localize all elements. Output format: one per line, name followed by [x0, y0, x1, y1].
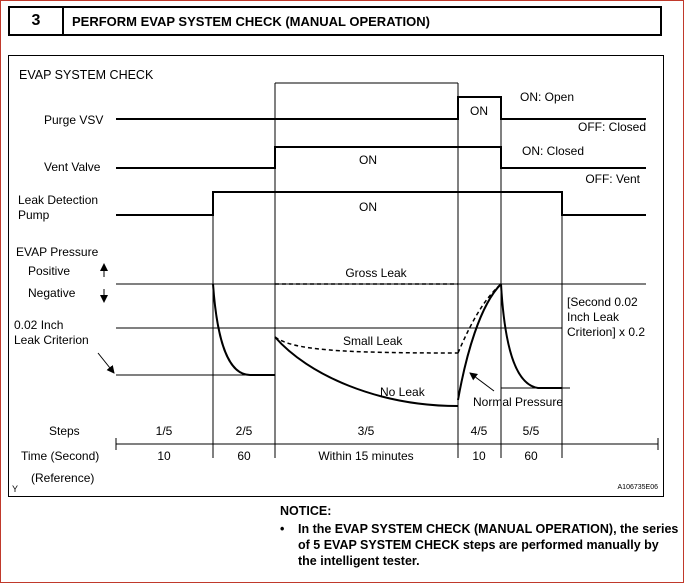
pump-on-label: ON: [359, 200, 377, 214]
notice-item: • In the EVAP SYSTEM CHECK (MANUAL OPERA…: [280, 521, 680, 569]
step2-pressure-curve: [212, 283, 275, 376]
step-title: PERFORM EVAP SYSTEM CHECK (MANUAL OPERAT…: [72, 13, 431, 29]
purge-vsv-label: Purge VSV: [44, 113, 103, 127]
purge-off-desc: OFF: Closed: [578, 120, 646, 134]
step-label-4: 4/5: [471, 424, 488, 438]
vent-valve-label: Vent Valve: [44, 160, 101, 174]
time-label-4: 10: [472, 449, 486, 463]
vent-off-desc: OFF: Vent: [585, 172, 640, 186]
normal-pressure-curve: [457, 283, 502, 401]
purge-vsv-waveform: [116, 96, 646, 120]
diagram-title: EVAP SYSTEM CHECK: [19, 68, 154, 82]
step-label-5: 5/5: [523, 424, 540, 438]
step5-pressure-curve: [500, 283, 562, 389]
notice-block: NOTICE: • In the EVAP SYSTEM CHECK (MANU…: [280, 503, 680, 569]
second-criterion-label-3: Criterion] x 0.2: [567, 325, 645, 339]
leak-pump-waveform: [116, 191, 646, 216]
step-number: 3: [10, 8, 64, 34]
steps-row-label: Steps: [49, 424, 80, 438]
vent-valve-waveform: [116, 146, 646, 169]
criterion-label-1: 0.02 Inch: [14, 318, 63, 332]
figure-code: A106735E06: [618, 484, 659, 491]
notice-bullet: •: [280, 522, 285, 536]
diagram-frame: [8, 55, 664, 497]
small-leak-label: Small Leak: [343, 334, 403, 348]
normal-pressure-label: Normal Pressure: [473, 395, 563, 409]
notice-text: In the EVAP SYSTEM CHECK (MANUAL OPERATI…: [298, 522, 679, 568]
step-label-1: 1/5: [156, 424, 173, 438]
positive-label: Positive: [28, 264, 70, 278]
leak-pump-label-1: Leak Detection: [18, 193, 98, 207]
purge-on-desc: ON: Open: [520, 90, 574, 104]
evap-timing-diagram: EVAP SYSTEM CHECK Purge VSV Vent Valve L…: [8, 55, 664, 497]
criterion-pointer-arrow: [97, 352, 115, 374]
evap-pressure-label: EVAP Pressure: [16, 245, 99, 259]
time-label-2: 60: [237, 449, 251, 463]
reference-label: (Reference): [31, 471, 94, 485]
time-label-5: 60: [524, 449, 538, 463]
normal-pressure-pointer: [469, 372, 495, 392]
gross-leak-label: Gross Leak: [345, 266, 407, 280]
small-leak-curve: [274, 336, 459, 354]
step-header: 3 PERFORM EVAP SYSTEM CHECK (MANUAL OPER…: [8, 6, 662, 36]
criterion-label-2: Leak Criterion: [14, 333, 89, 347]
step-label-3: 3/5: [358, 424, 375, 438]
vent-on-desc: ON: Closed: [522, 144, 584, 158]
small-leak-recovery-curve: [457, 283, 502, 354]
leak-pump-label-2: Pump: [18, 208, 50, 222]
no-leak-label: No Leak: [380, 385, 426, 399]
step-label-2: 2/5: [236, 424, 253, 438]
corner-mark: Y: [12, 484, 18, 494]
time-row-label: Time (Second): [21, 449, 99, 463]
no-leak-curve: [274, 336, 459, 407]
second-criterion-label-1: [Second 0.02: [567, 295, 638, 309]
time-label-3: Within 15 minutes: [318, 449, 413, 463]
vent-on-label: ON: [359, 153, 377, 167]
second-criterion-label-2: Inch Leak: [567, 310, 620, 324]
notice-title: NOTICE:: [280, 504, 332, 518]
time-label-1: 10: [157, 449, 171, 463]
negative-label: Negative: [28, 286, 76, 300]
purge-on-label: ON: [470, 104, 488, 118]
